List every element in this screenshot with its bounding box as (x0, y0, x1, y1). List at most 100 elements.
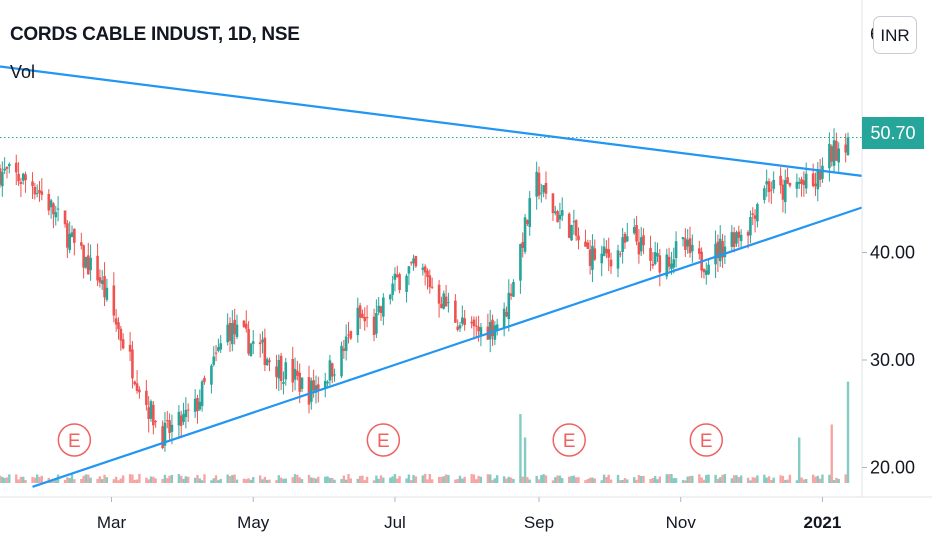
volume-bar (746, 477, 750, 483)
candle (149, 399, 153, 422)
candle (553, 206, 557, 216)
volume-bar (317, 476, 320, 483)
candle (716, 234, 720, 273)
earnings-marker-label: E (563, 431, 576, 452)
x-tick-label: Sep (524, 513, 554, 532)
candle (765, 169, 768, 197)
volume-bar (268, 479, 271, 483)
volume-bar (788, 474, 792, 483)
candle (521, 232, 525, 258)
volume-bar (63, 479, 67, 483)
candle (800, 176, 803, 197)
candle (428, 269, 432, 294)
candle (96, 243, 99, 287)
candle (560, 197, 564, 222)
volume-bar (405, 478, 408, 483)
candle (35, 184, 39, 198)
volume-bar (161, 478, 164, 483)
candle (261, 331, 264, 354)
volume-bar (423, 473, 427, 483)
volume-bar (770, 479, 773, 483)
trendline[interactable] (0, 65, 863, 177)
candle (193, 389, 197, 418)
candle (818, 158, 822, 188)
volume-bar (128, 474, 132, 483)
candle (152, 401, 155, 435)
earnings-marker[interactable]: E (689, 423, 724, 457)
earnings-marker-label: E (700, 431, 713, 452)
candle (605, 240, 608, 259)
candle (330, 362, 334, 384)
volume-bar (737, 477, 741, 483)
candle (577, 227, 580, 250)
volume-bar (554, 477, 557, 483)
candle (233, 308, 236, 345)
candle (584, 229, 587, 247)
candle (89, 244, 92, 281)
candle (474, 316, 478, 339)
earnings-marker[interactable]: E (366, 423, 401, 457)
volume-bar (656, 479, 659, 483)
candle (423, 264, 427, 286)
candle (347, 322, 350, 344)
volume-bar (54, 479, 57, 483)
candle (528, 190, 532, 236)
volume-bar (505, 478, 508, 483)
volume-bar (24, 480, 27, 483)
volume-bar (342, 475, 346, 483)
x-tick-label: Jul (384, 513, 406, 532)
earnings-marker[interactable]: E (552, 423, 586, 457)
volume-bar (249, 479, 253, 483)
candle (242, 319, 246, 329)
candle (788, 182, 792, 188)
candle (131, 341, 134, 389)
currency-button[interactable]: INR (873, 16, 917, 54)
volume-bar (279, 477, 283, 483)
volume-bar (214, 475, 218, 483)
volume-bar (182, 478, 185, 483)
candle (182, 402, 185, 425)
candle (349, 330, 353, 340)
volume-bar (723, 474, 727, 483)
y-tick-label: 30.00 (870, 350, 915, 370)
candle (456, 319, 459, 332)
candle (333, 368, 336, 382)
volume-bar (519, 414, 522, 483)
candle (454, 294, 457, 323)
volume-bar (765, 477, 768, 483)
volume-bar (705, 474, 708, 483)
earnings-marker[interactable]: E (57, 423, 92, 457)
volume-bar (739, 475, 743, 483)
volume-bar (284, 478, 287, 483)
candle (472, 316, 476, 340)
volume-bar (816, 475, 819, 483)
volume-bar (749, 480, 752, 483)
volume-bar (235, 479, 239, 483)
candle (586, 239, 590, 250)
candle (486, 313, 490, 340)
candle (430, 277, 434, 290)
candle (698, 240, 701, 260)
volume-bar (407, 474, 411, 483)
candle (593, 239, 597, 261)
candle (730, 225, 734, 252)
volume-bar (133, 479, 136, 483)
candle (203, 375, 206, 385)
trendline[interactable] (32, 206, 863, 488)
earnings-marker-label: E (377, 431, 390, 452)
candle (658, 248, 662, 287)
volume-bar (684, 480, 687, 483)
volume-bar (68, 477, 71, 483)
candle (279, 352, 283, 391)
candle (38, 181, 41, 202)
volume-bar (591, 477, 594, 483)
candles-layer (0, 128, 850, 452)
volume-bar (691, 475, 694, 483)
volume-bar (252, 477, 255, 483)
volume-indicator-label[interactable]: Vol (10, 62, 36, 82)
volume-bar (259, 475, 262, 483)
candle (623, 232, 627, 250)
volume-bar (40, 475, 44, 483)
